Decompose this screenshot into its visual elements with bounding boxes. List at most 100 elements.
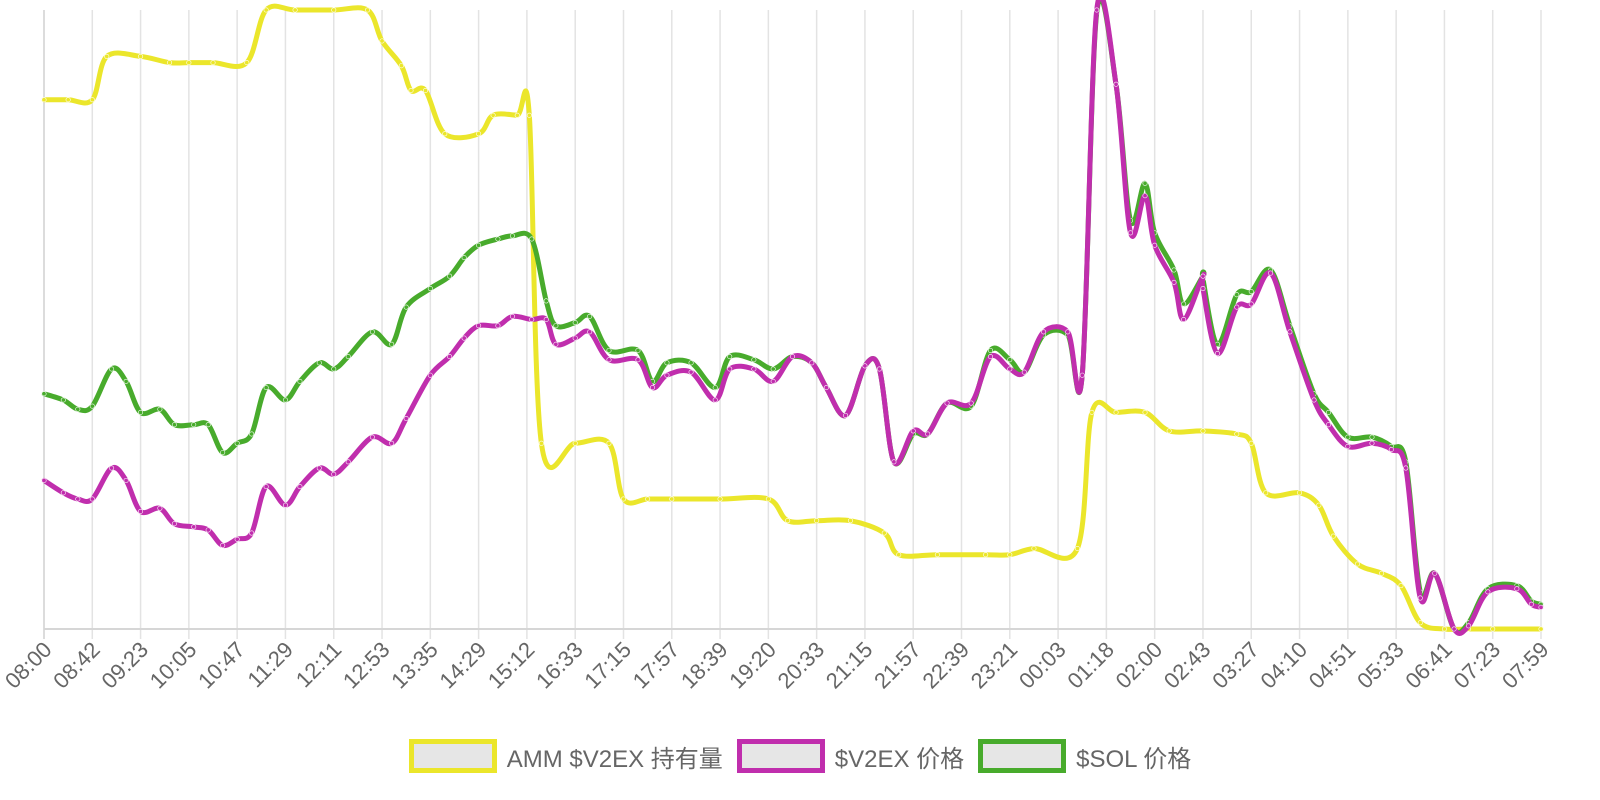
data-point	[1152, 242, 1158, 248]
data-point	[65, 97, 71, 103]
data-point	[1142, 193, 1148, 199]
legend-item-amm-holdings[interactable]: AMM $V2EX 持有量	[408, 739, 723, 774]
data-point	[572, 335, 578, 341]
data-point	[171, 521, 177, 527]
data-point	[572, 320, 578, 326]
data-point	[331, 366, 337, 372]
x-tick-label: 23:21	[966, 637, 1023, 694]
x-tick-label: 01:18	[1062, 637, 1119, 694]
data-point	[389, 341, 395, 347]
data-point	[1287, 329, 1293, 335]
legend: AMM $V2EX 持有量 $V2EX 价格 $SOL 价格	[0, 736, 1600, 776]
data-point	[1200, 286, 1206, 292]
data-point	[712, 385, 718, 391]
data-point	[1142, 409, 1148, 415]
data-point	[1171, 279, 1177, 285]
data-point	[1166, 428, 1172, 434]
data-point	[1214, 351, 1220, 357]
data-point	[1181, 316, 1187, 322]
data-point	[123, 378, 129, 384]
data-point	[538, 440, 544, 446]
x-tick-label: 21:57	[869, 637, 926, 694]
data-point	[712, 397, 718, 403]
data-point	[987, 354, 993, 360]
data-point	[862, 363, 868, 369]
data-point	[785, 518, 791, 524]
data-point	[1451, 626, 1457, 632]
data-point	[1171, 267, 1177, 273]
data-point	[814, 518, 820, 524]
data-point	[1311, 397, 1317, 403]
x-tick-label: 08:00	[0, 637, 57, 694]
data-point	[529, 236, 535, 242]
data-point	[331, 471, 337, 477]
data-point	[495, 236, 501, 242]
data-point	[345, 459, 351, 465]
data-point	[645, 496, 651, 502]
x-tick-label: 02:43	[1159, 637, 1216, 694]
data-point	[765, 496, 771, 502]
data-point	[345, 354, 351, 360]
data-point	[751, 366, 757, 372]
data-point	[1248, 289, 1254, 295]
data-point	[896, 552, 902, 558]
x-tick-label: 06:41	[1400, 637, 1457, 694]
data-point	[427, 372, 433, 378]
series-line-amm-holdings	[41, 3, 1544, 632]
data-point	[1079, 372, 1085, 378]
x-tick-label: 03:27	[1207, 637, 1264, 694]
data-point	[1538, 604, 1544, 610]
x-tick-label: 10:05	[145, 637, 202, 694]
data-point	[847, 518, 853, 524]
data-point	[1113, 409, 1119, 415]
data-point	[476, 323, 482, 329]
data-point	[398, 63, 404, 69]
legend-item-sol-price[interactable]: $SOL 价格	[978, 739, 1191, 774]
data-point	[1398, 583, 1404, 589]
x-tick-label: 02:00	[1111, 637, 1168, 694]
data-point	[1200, 273, 1206, 279]
data-point	[138, 53, 144, 59]
data-point	[543, 298, 549, 304]
data-point	[809, 360, 815, 366]
data-point	[249, 431, 255, 437]
data-point	[297, 378, 303, 384]
data-point	[751, 357, 757, 363]
data-point	[403, 416, 409, 422]
data-point	[1065, 329, 1071, 335]
legend-label-sol-price: $SOL 价格	[1076, 745, 1192, 773]
x-tick-label: 12:53	[338, 637, 395, 694]
legend-item-v2ex-price[interactable]: $V2EX 价格	[736, 739, 964, 774]
data-point	[770, 366, 776, 372]
legend-swatch-v2ex-price	[736, 739, 825, 773]
data-point	[234, 536, 240, 542]
data-point	[1528, 601, 1534, 607]
data-point	[403, 304, 409, 310]
data-point	[1326, 422, 1332, 428]
x-tick-label: 04:51	[1304, 637, 1361, 694]
data-point	[157, 406, 163, 412]
data-point	[1297, 490, 1303, 496]
data-point	[688, 369, 694, 375]
data-point	[138, 508, 144, 514]
x-tick-label: 17:15	[579, 637, 636, 694]
data-point	[606, 357, 612, 363]
data-point	[987, 347, 993, 353]
data-point	[543, 316, 549, 322]
data-point	[316, 360, 322, 366]
data-point	[1113, 81, 1119, 87]
data-point	[925, 431, 931, 437]
data-point	[461, 335, 467, 341]
data-point	[635, 347, 641, 353]
x-tick-label: 13:35	[386, 637, 443, 694]
data-point	[282, 502, 288, 508]
data-point	[1248, 301, 1254, 307]
data-point	[1248, 440, 1254, 446]
x-tick-label: 11:29	[243, 637, 298, 692]
data-point	[1485, 589, 1491, 595]
data-point	[249, 530, 255, 536]
data-point	[123, 477, 129, 483]
series-line-sol-price	[41, 0, 1544, 635]
data-point	[104, 53, 110, 59]
x-tick-label: 19:20	[724, 637, 781, 694]
